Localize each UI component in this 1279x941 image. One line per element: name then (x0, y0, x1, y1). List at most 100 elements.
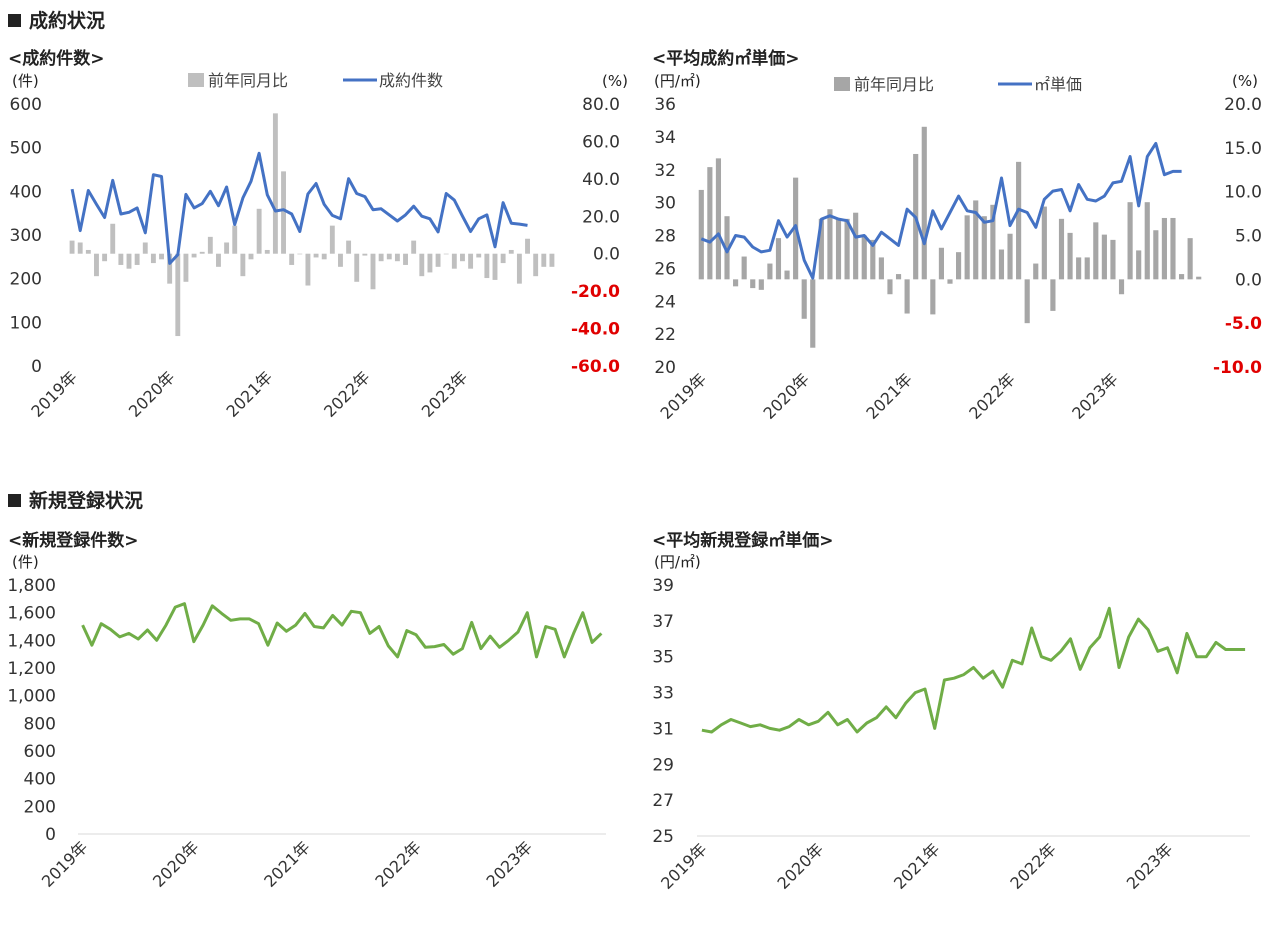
bar-yoy (541, 253, 547, 267)
right-tick-label: 20.0 (582, 207, 620, 227)
left-tick-label: 26 (654, 259, 676, 279)
left-tick-label: 600 (10, 95, 42, 115)
left-tick-label: 1,200 (7, 659, 56, 679)
bar-yoy (895, 274, 902, 280)
bar-yoy (346, 240, 352, 254)
left-axis-unit: (件) (12, 553, 39, 571)
right-tick-label: -40.0 (571, 320, 620, 340)
bar-yoy (998, 249, 1005, 280)
chart-title-contract-count: <成約件数> (8, 49, 105, 69)
bar-yoy (1127, 202, 1133, 280)
bar-yoy (492, 253, 498, 280)
square-bullet-icon (8, 494, 21, 507)
bar-yoy (921, 126, 927, 280)
x-tick-label: 2019年 (657, 839, 711, 893)
right-tick-label: -20.0 (571, 282, 620, 302)
bar-yoy (784, 270, 790, 280)
bar-yoy (419, 253, 425, 277)
x-tick-label: 2020年 (774, 839, 828, 893)
left-axis-unit: (円/㎡) (654, 72, 701, 90)
bar-yoy (468, 253, 474, 269)
x-tick-label: 2022年 (965, 369, 1019, 423)
legend-swatch-bar (188, 73, 204, 87)
chart-0 (69, 73, 555, 337)
right-tick-label: 20.0 (1224, 95, 1262, 115)
bar-yoy (870, 239, 876, 280)
bar-yoy (134, 253, 140, 265)
bar-yoy (338, 253, 343, 267)
bar-yoy (1110, 239, 1116, 280)
bar-yoy (500, 253, 506, 264)
right-tick-label: 0.0 (593, 245, 620, 265)
left-tick-label: 300 (10, 226, 42, 246)
bar-yoy (1161, 217, 1167, 280)
bar-yoy (435, 253, 441, 267)
bar-yoy (403, 253, 408, 265)
left-tick-label: 25 (652, 827, 674, 847)
x-tick-label: 2021年 (260, 837, 314, 891)
bar-yoy (1041, 206, 1047, 280)
bar-yoy (216, 253, 221, 267)
bar-yoy (715, 158, 722, 280)
bar-yoy (427, 253, 433, 273)
bar-yoy (142, 242, 148, 254)
bar-yoy (844, 218, 850, 280)
x-tick-label: 2021年 (890, 839, 944, 893)
bar-yoy (69, 240, 75, 254)
bar-yoy (947, 279, 953, 284)
bar-yoy (549, 253, 555, 267)
bar-yoy (1016, 161, 1022, 280)
bar-yoy (305, 253, 311, 286)
bar-yoy (904, 279, 910, 314)
x-tick-label: 2021年 (862, 369, 916, 423)
bar-yoy (1076, 257, 1082, 280)
bar-yoy (354, 253, 360, 282)
bar-yoy (297, 253, 303, 255)
left-tick-label: 100 (10, 313, 42, 333)
left-tick-label: 600 (24, 742, 56, 762)
bar-yoy (484, 253, 490, 279)
bar-yoy (476, 253, 482, 258)
bar-yoy (835, 218, 842, 280)
bar-yoy (281, 171, 286, 254)
bar-yoy (183, 253, 189, 282)
left-tick-label: 400 (10, 182, 42, 202)
bar-yoy (1058, 218, 1065, 280)
square-bullet-icon (8, 14, 21, 27)
legend-label-bar: 前年同月比 (854, 75, 934, 94)
bar-yoy (775, 238, 782, 280)
left-tick-label: 800 (24, 714, 56, 734)
chart-title-contract-unit-price: <平均成約㎡単価> (652, 49, 800, 69)
bar-yoy (930, 279, 936, 315)
bar-yoy (981, 216, 987, 280)
chart-title-new-listing-unit-price: <平均新規登録㎡単価> (652, 531, 834, 551)
bar-yoy (741, 256, 747, 280)
bar-yoy (313, 253, 319, 258)
section-title-new-listings: 新規登録状況 (8, 486, 143, 513)
bar-yoy (159, 253, 164, 260)
bar-yoy (508, 249, 514, 254)
series-line (700, 141, 1182, 280)
bar-yoy (750, 279, 756, 289)
x-tick-label: 2020年 (759, 369, 813, 423)
right-tick-label: 15.0 (1224, 139, 1262, 159)
series-line (81, 602, 603, 659)
bar-yoy (167, 253, 173, 284)
bar-yoy (878, 257, 884, 280)
left-tick-label: 500 (10, 139, 42, 159)
left-tick-label: 0 (45, 825, 56, 845)
x-tick-label: 2019年 (38, 837, 92, 891)
x-tick-label: 2023年 (483, 837, 537, 891)
right-tick-label: -60.0 (571, 357, 620, 377)
legend-swatch-bar (834, 77, 850, 91)
bar-yoy (698, 189, 704, 280)
left-axis-unit: (円/㎡) (654, 553, 701, 571)
legend-label-line: ㎡単価 (1034, 75, 1082, 94)
right-tick-label: 0.0 (1235, 270, 1262, 290)
bar-yoy (199, 251, 205, 254)
bar-yoy (1196, 276, 1202, 280)
right-tick-label: 5.0 (1235, 227, 1262, 247)
bar-yoy (973, 200, 979, 280)
bar-yoy (207, 236, 213, 254)
bar-yoy (386, 253, 392, 260)
